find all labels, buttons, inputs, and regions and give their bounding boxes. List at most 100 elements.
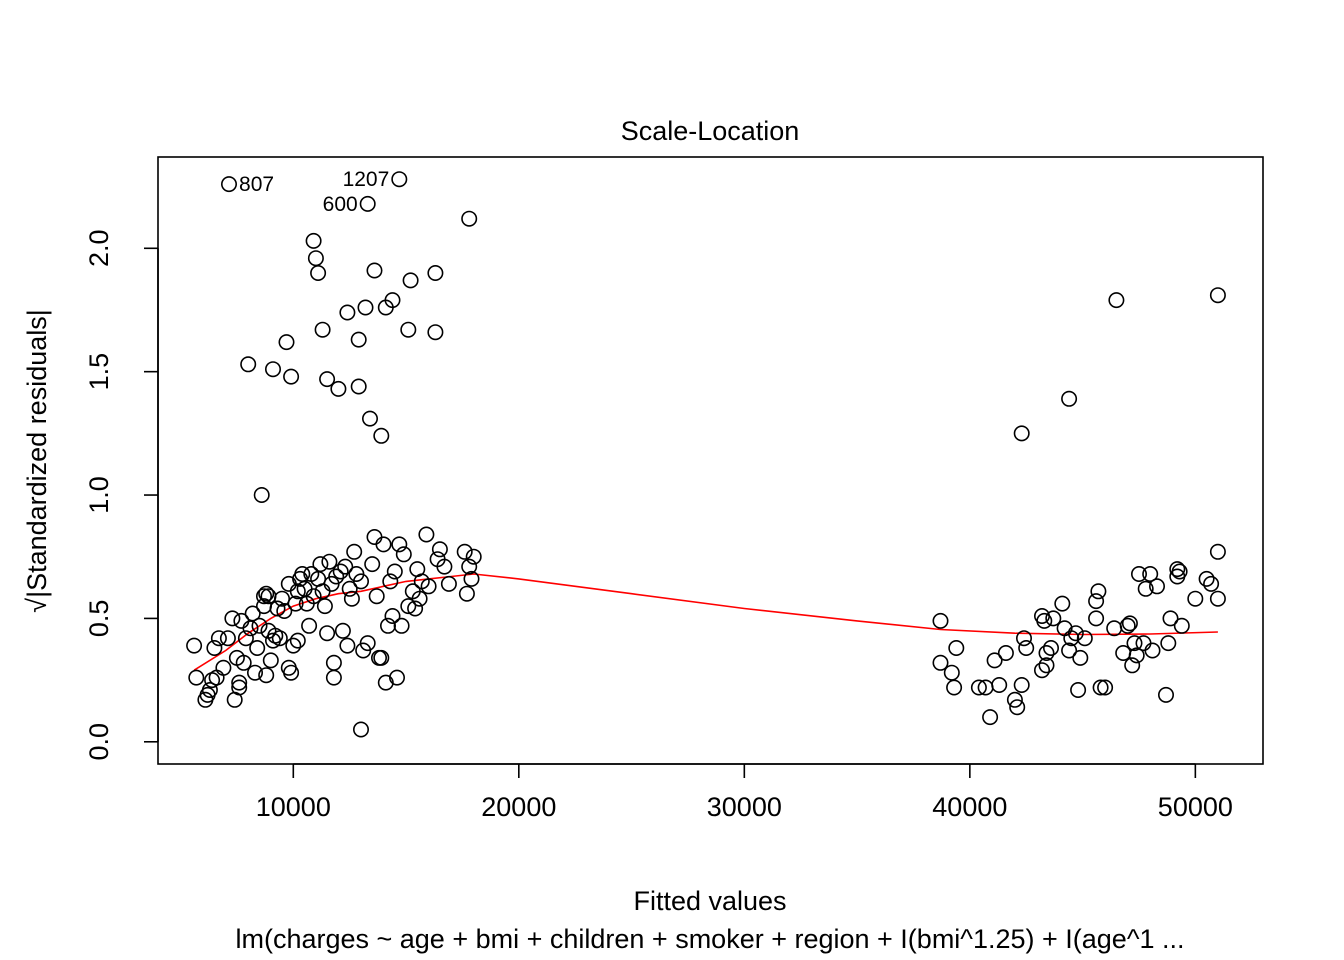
data-point	[1088, 610, 1105, 627]
data-point	[1169, 561, 1186, 578]
plot-frame	[157, 156, 1264, 765]
data-point	[301, 617, 318, 634]
data-point	[456, 543, 473, 560]
data-point	[382, 573, 399, 590]
data-point	[283, 368, 300, 385]
data-point	[1124, 657, 1141, 674]
y-tick-label: 1.5	[84, 353, 114, 391]
data-point	[1072, 649, 1089, 666]
data-point	[359, 635, 376, 652]
data-point	[314, 321, 331, 338]
data-point	[366, 528, 383, 545]
data-point	[1061, 390, 1078, 407]
data-point	[215, 659, 232, 676]
data-point	[1173, 617, 1190, 634]
data-point	[235, 654, 252, 671]
data-point	[283, 664, 300, 681]
data-point	[269, 600, 286, 617]
data-point	[368, 588, 385, 605]
data-point	[997, 644, 1014, 661]
data-point	[375, 536, 392, 553]
x-tick-label: 20000	[481, 792, 556, 822]
data-point	[287, 595, 304, 612]
data-point	[332, 563, 349, 580]
data-point	[321, 553, 338, 570]
data-point	[465, 548, 482, 565]
data-point	[1076, 630, 1093, 647]
data-point	[427, 324, 444, 341]
data-point	[393, 617, 410, 634]
data-point	[201, 681, 218, 698]
data-point	[1203, 575, 1220, 592]
data-point	[280, 575, 297, 592]
data-point	[943, 664, 960, 681]
data-point	[400, 598, 417, 615]
data-point	[307, 250, 324, 267]
data-point	[1209, 543, 1226, 560]
data-point	[373, 649, 390, 666]
data-point	[932, 612, 949, 629]
data-point	[278, 334, 295, 351]
data-point	[325, 669, 342, 686]
data-point	[249, 639, 266, 656]
data-point	[1128, 647, 1145, 664]
data-point	[337, 558, 354, 575]
data-point	[258, 667, 275, 684]
data-point	[1209, 287, 1226, 304]
x-tick-label: 50000	[1158, 792, 1233, 822]
x-tick-label: 30000	[707, 792, 782, 822]
data-point	[221, 176, 238, 193]
data-point	[1144, 642, 1161, 659]
data-point	[271, 630, 288, 647]
data-point	[319, 371, 336, 388]
smooth-line	[193, 573, 1218, 671]
data-point	[384, 292, 401, 309]
data-point	[258, 585, 275, 602]
data-point	[264, 361, 281, 378]
data-point	[357, 299, 374, 316]
y-axis-label: √|Standardized residuals|	[22, 309, 52, 613]
data-point	[1121, 615, 1138, 632]
data-point	[273, 590, 290, 607]
data-point	[237, 630, 254, 647]
data-point	[420, 578, 437, 595]
data-point	[289, 583, 306, 600]
data-point	[224, 610, 241, 627]
data-point	[1067, 625, 1084, 642]
data-point	[1135, 635, 1152, 652]
smooth-line-layer	[193, 573, 1218, 671]
data-point	[231, 679, 248, 696]
data-point	[1036, 612, 1053, 629]
data-point	[1045, 610, 1062, 627]
y-tick-label: 0.0	[84, 723, 114, 761]
data-point	[314, 583, 331, 600]
data-point	[346, 543, 363, 560]
data-point	[1137, 580, 1154, 597]
data-point	[1038, 657, 1055, 674]
data-point	[1119, 617, 1136, 634]
data-point	[458, 585, 475, 602]
data-point	[1106, 620, 1123, 637]
data-point	[391, 536, 408, 553]
data-point	[219, 630, 236, 647]
data-point	[361, 410, 378, 427]
data-point	[986, 652, 1003, 669]
data-point	[334, 622, 351, 639]
data-point	[1158, 686, 1175, 703]
data-point	[1070, 681, 1087, 698]
data-point	[402, 272, 419, 289]
data-point	[276, 602, 293, 619]
data-point	[206, 639, 223, 656]
data-point	[305, 232, 322, 249]
data-point	[316, 598, 333, 615]
data-point	[1063, 630, 1080, 647]
data-point	[319, 625, 336, 642]
data-point	[436, 558, 453, 575]
data-point	[240, 356, 257, 373]
data-point	[305, 588, 322, 605]
data-point	[1009, 699, 1026, 716]
data-point	[411, 590, 428, 607]
data-point	[395, 546, 412, 563]
data-point	[1149, 578, 1166, 595]
